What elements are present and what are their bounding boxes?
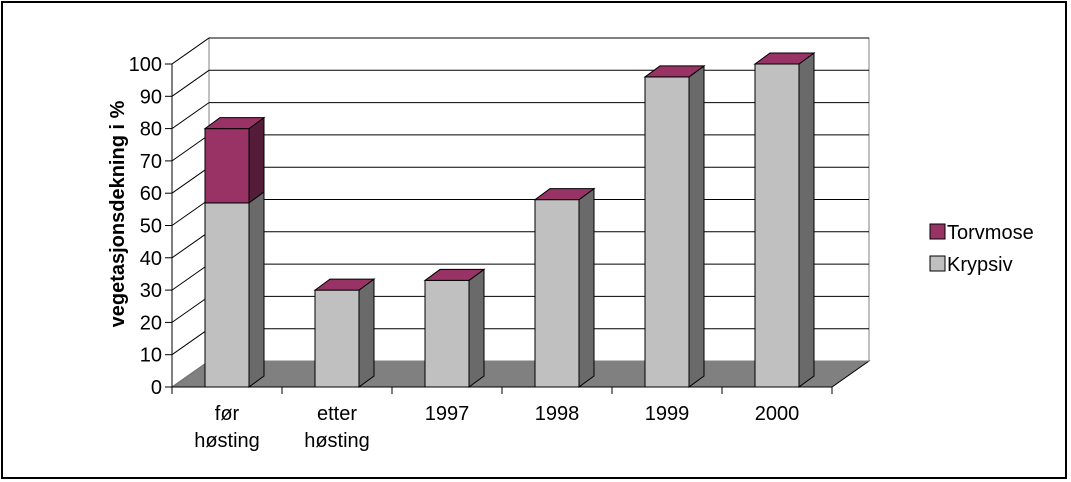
gridline-side — [171, 166, 210, 194]
y-tick-label: 70 — [140, 151, 162, 173]
gridline-side — [171, 295, 210, 323]
y-tick-label: 90 — [140, 86, 162, 108]
bar-side — [358, 278, 375, 388]
legend-label: Torvmose — [947, 222, 1034, 244]
bar-top — [753, 52, 816, 65]
x-tick-label: før — [215, 403, 240, 425]
bar-top — [643, 65, 706, 78]
bar-segment-krypsiv — [314, 289, 360, 388]
bar-segment-krypsiv — [204, 202, 250, 388]
gridline-side — [171, 328, 210, 356]
gridline-side — [171, 134, 210, 162]
gridline-side — [171, 263, 210, 291]
y-tick-label: 10 — [140, 345, 162, 367]
bar-side — [578, 187, 595, 388]
legend-swatch — [929, 223, 946, 240]
y-tick-label: 40 — [140, 248, 162, 270]
bar-side — [248, 190, 265, 388]
x-axis: før høsting etter høsting 1997 1998 1999 2000 — [171, 386, 833, 452]
y-tick-label: 50 — [140, 216, 162, 238]
bars — [203, 52, 816, 388]
bar-segment-krypsiv — [534, 199, 580, 388]
bar-side — [468, 268, 485, 388]
legend: Torvmose Krypsiv — [929, 222, 1034, 276]
bar-side — [688, 64, 705, 388]
y-tick-label: 0 — [151, 377, 162, 399]
bar-top — [533, 188, 596, 201]
y-tick-label: 80 — [140, 119, 162, 141]
bar-segment-krypsiv — [644, 76, 690, 388]
gridline-side — [171, 37, 210, 65]
bar-side — [248, 116, 265, 204]
bar-top — [423, 268, 486, 281]
legend-swatch — [929, 255, 946, 272]
x-tick-label: 1997 — [425, 403, 470, 425]
gridline-side — [171, 69, 210, 97]
y-tick-label: 30 — [140, 280, 162, 302]
x-tick-label: høsting — [304, 430, 370, 452]
legend-label: Krypsiv — [947, 254, 1013, 276]
bar-top — [313, 278, 376, 291]
x-tick-label: høsting — [194, 430, 260, 452]
x-tick-label: 1998 — [535, 403, 580, 425]
bar-segment-krypsiv — [754, 63, 800, 388]
gridline-side — [171, 102, 210, 130]
bar-segment-torvmose — [204, 128, 250, 204]
gridline-side — [171, 199, 210, 226]
bar-top — [203, 117, 266, 130]
y-axis-label: vegetasjonsdekning i % — [107, 100, 129, 327]
y-tick-label: 100 — [129, 54, 162, 76]
y-tick-label: 60 — [140, 183, 162, 205]
gridline-side — [171, 231, 210, 259]
bar-side — [798, 52, 815, 388]
x-tick-label: 2000 — [755, 403, 800, 425]
x-tick-label: etter — [317, 403, 357, 425]
x-tick-label: 1999 — [645, 403, 690, 425]
y-tick-label: 20 — [140, 312, 162, 334]
bar-segment-krypsiv — [424, 279, 470, 388]
y-axis: 0 10 20 30 40 50 60 70 80 90 100 — [129, 54, 173, 399]
